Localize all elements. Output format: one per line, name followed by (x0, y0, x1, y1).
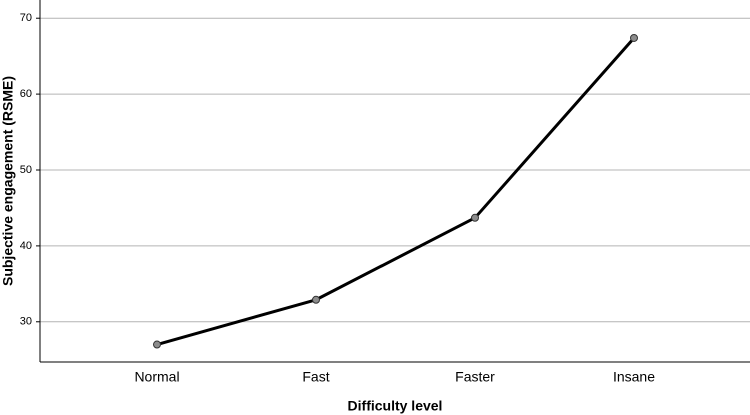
data-point (153, 340, 161, 349)
data-line (156, 36, 636, 346)
x-axis-title: Difficulty level (348, 398, 443, 414)
y-tick-label: 70 (20, 12, 32, 24)
x-tick-label: Insane (613, 369, 655, 385)
x-tick-label: Faster (455, 369, 495, 385)
y-axis-title: Subjective engagement (RSME) (0, 76, 16, 286)
y-tick-label: 30 (20, 316, 32, 328)
x-tick-label: Fast (302, 369, 329, 385)
data-point (630, 33, 638, 42)
data-point (312, 295, 320, 304)
y-tick-label: 40 (20, 240, 32, 252)
y-tick-label: 50 (20, 164, 32, 176)
y-tick-label: 60 (20, 88, 32, 100)
data-point (471, 213, 479, 222)
x-tick-label: Normal (134, 369, 179, 385)
